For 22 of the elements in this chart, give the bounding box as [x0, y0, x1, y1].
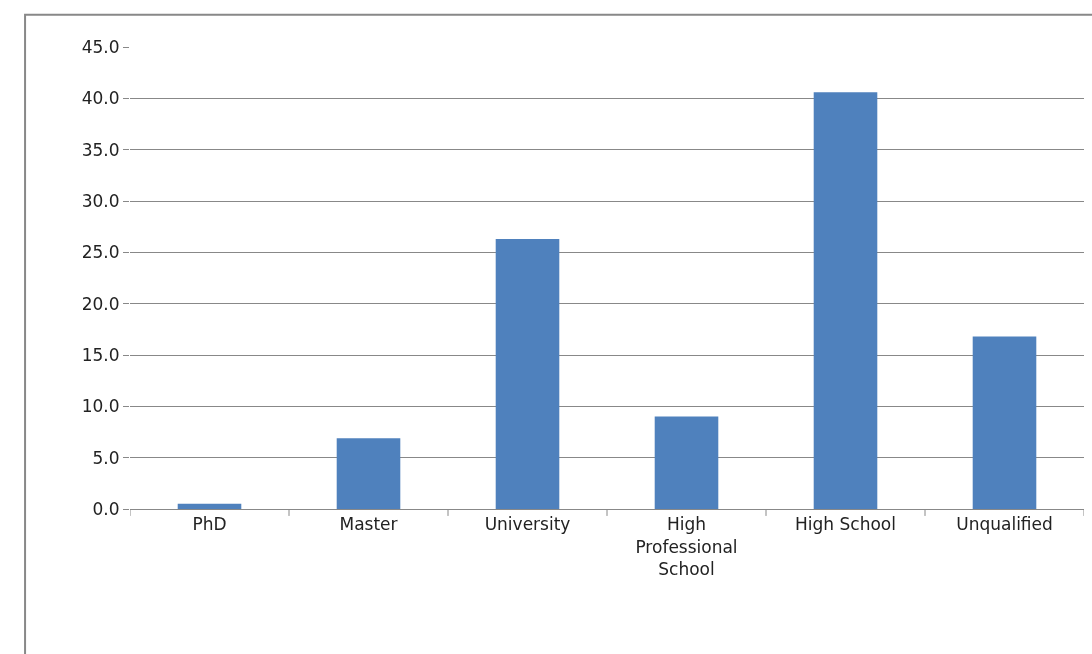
- bar: [336, 438, 401, 509]
- x-tick-label: High School: [795, 514, 896, 535]
- bar: [972, 336, 1037, 509]
- x-tick-label: PhD: [192, 514, 227, 535]
- x-tick-label: University: [484, 514, 571, 535]
- y-tick-label: 15.0: [81, 344, 120, 365]
- y-tick-label: 5.0: [92, 447, 120, 468]
- bar: [813, 92, 878, 509]
- x-tick-label: Master: [339, 514, 398, 535]
- x-tick-label: High Professional School: [635, 514, 738, 579]
- bar: [177, 503, 242, 509]
- y-tick-label: 45.0: [81, 36, 120, 57]
- y-tick-label: 40.0: [81, 88, 120, 109]
- y-tick-label: 0.0: [92, 498, 120, 519]
- y-tick-label: 35.0: [81, 139, 120, 160]
- x-tick-label: Unqualified: [956, 514, 1053, 535]
- bar: [654, 416, 719, 509]
- y-tick-label: 25.0: [81, 242, 120, 263]
- bar: [495, 238, 560, 509]
- y-tick-label: 20.0: [81, 293, 120, 314]
- y-tick-label: 30.0: [81, 190, 120, 211]
- y-tick-label: 10.0: [81, 396, 120, 417]
